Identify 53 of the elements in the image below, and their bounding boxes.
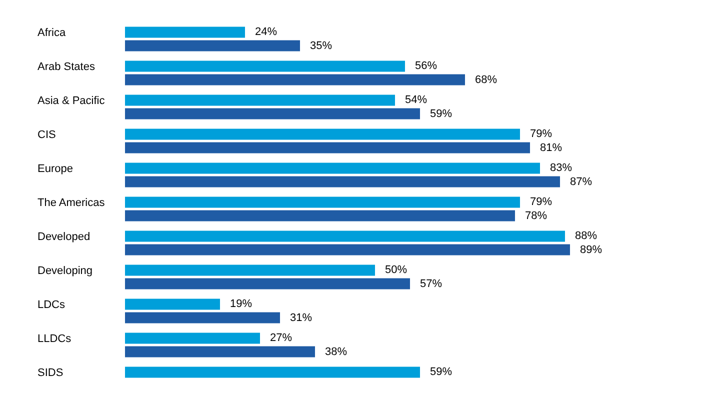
- y-tick-label: LLDCs: [38, 333, 72, 345]
- y-tick-label: SIDS: [38, 367, 64, 379]
- bar: [125, 264, 375, 276]
- bar: [125, 26, 245, 38]
- data-label: 24%: [255, 26, 278, 38]
- bar: [125, 298, 220, 310]
- bar: [125, 60, 405, 72]
- data-label: 88%: [575, 230, 598, 242]
- bar: [125, 346, 315, 358]
- y-tick-label: Developing: [38, 265, 93, 277]
- bar: [125, 176, 560, 188]
- data-label: 57%: [420, 278, 442, 290]
- data-label: 78%: [525, 210, 548, 222]
- bar: [125, 108, 420, 120]
- data-label: 87%: [570, 176, 592, 188]
- bar: [125, 142, 530, 154]
- data-label: 81%: [540, 142, 562, 154]
- data-label: 59%: [430, 108, 452, 120]
- data-label: 35%: [310, 40, 332, 52]
- data-label: 79%: [530, 128, 552, 140]
- y-tick-label: Developed: [38, 231, 90, 243]
- bar: [125, 312, 280, 324]
- bar: [125, 366, 420, 378]
- data-label: 59%: [430, 366, 452, 378]
- data-label: 54%: [405, 94, 428, 106]
- y-tick-label: Europe: [38, 163, 73, 175]
- y-tick-label: CIS: [38, 129, 56, 141]
- data-label: 89%: [580, 244, 602, 256]
- bar: [125, 210, 515, 222]
- data-label: 68%: [475, 74, 498, 86]
- bar: [125, 74, 465, 86]
- bar: [125, 332, 260, 344]
- data-label: 38%: [325, 346, 348, 358]
- bar: [125, 230, 565, 242]
- y-tick-label: LDCs: [38, 299, 66, 311]
- bar: [125, 162, 540, 174]
- y-tick-label: Africa: [38, 27, 66, 39]
- data-label: 27%: [270, 332, 292, 344]
- data-label: 31%: [290, 312, 312, 324]
- y-tick-label: Arab States: [38, 61, 96, 73]
- bar: [125, 196, 520, 208]
- bar: [125, 40, 300, 52]
- data-label: 79%: [530, 196, 552, 208]
- data-label: 83%: [550, 162, 572, 174]
- y-tick-label: Asia & Pacific: [38, 95, 106, 107]
- bar: [125, 244, 570, 256]
- bar: [125, 128, 520, 140]
- data-label: 56%: [415, 60, 438, 72]
- y-tick-label: The Americas: [38, 197, 106, 209]
- bar: [125, 278, 410, 290]
- data-label: 50%: [385, 264, 408, 276]
- data-label: 19%: [230, 298, 252, 310]
- bar: [125, 94, 395, 106]
